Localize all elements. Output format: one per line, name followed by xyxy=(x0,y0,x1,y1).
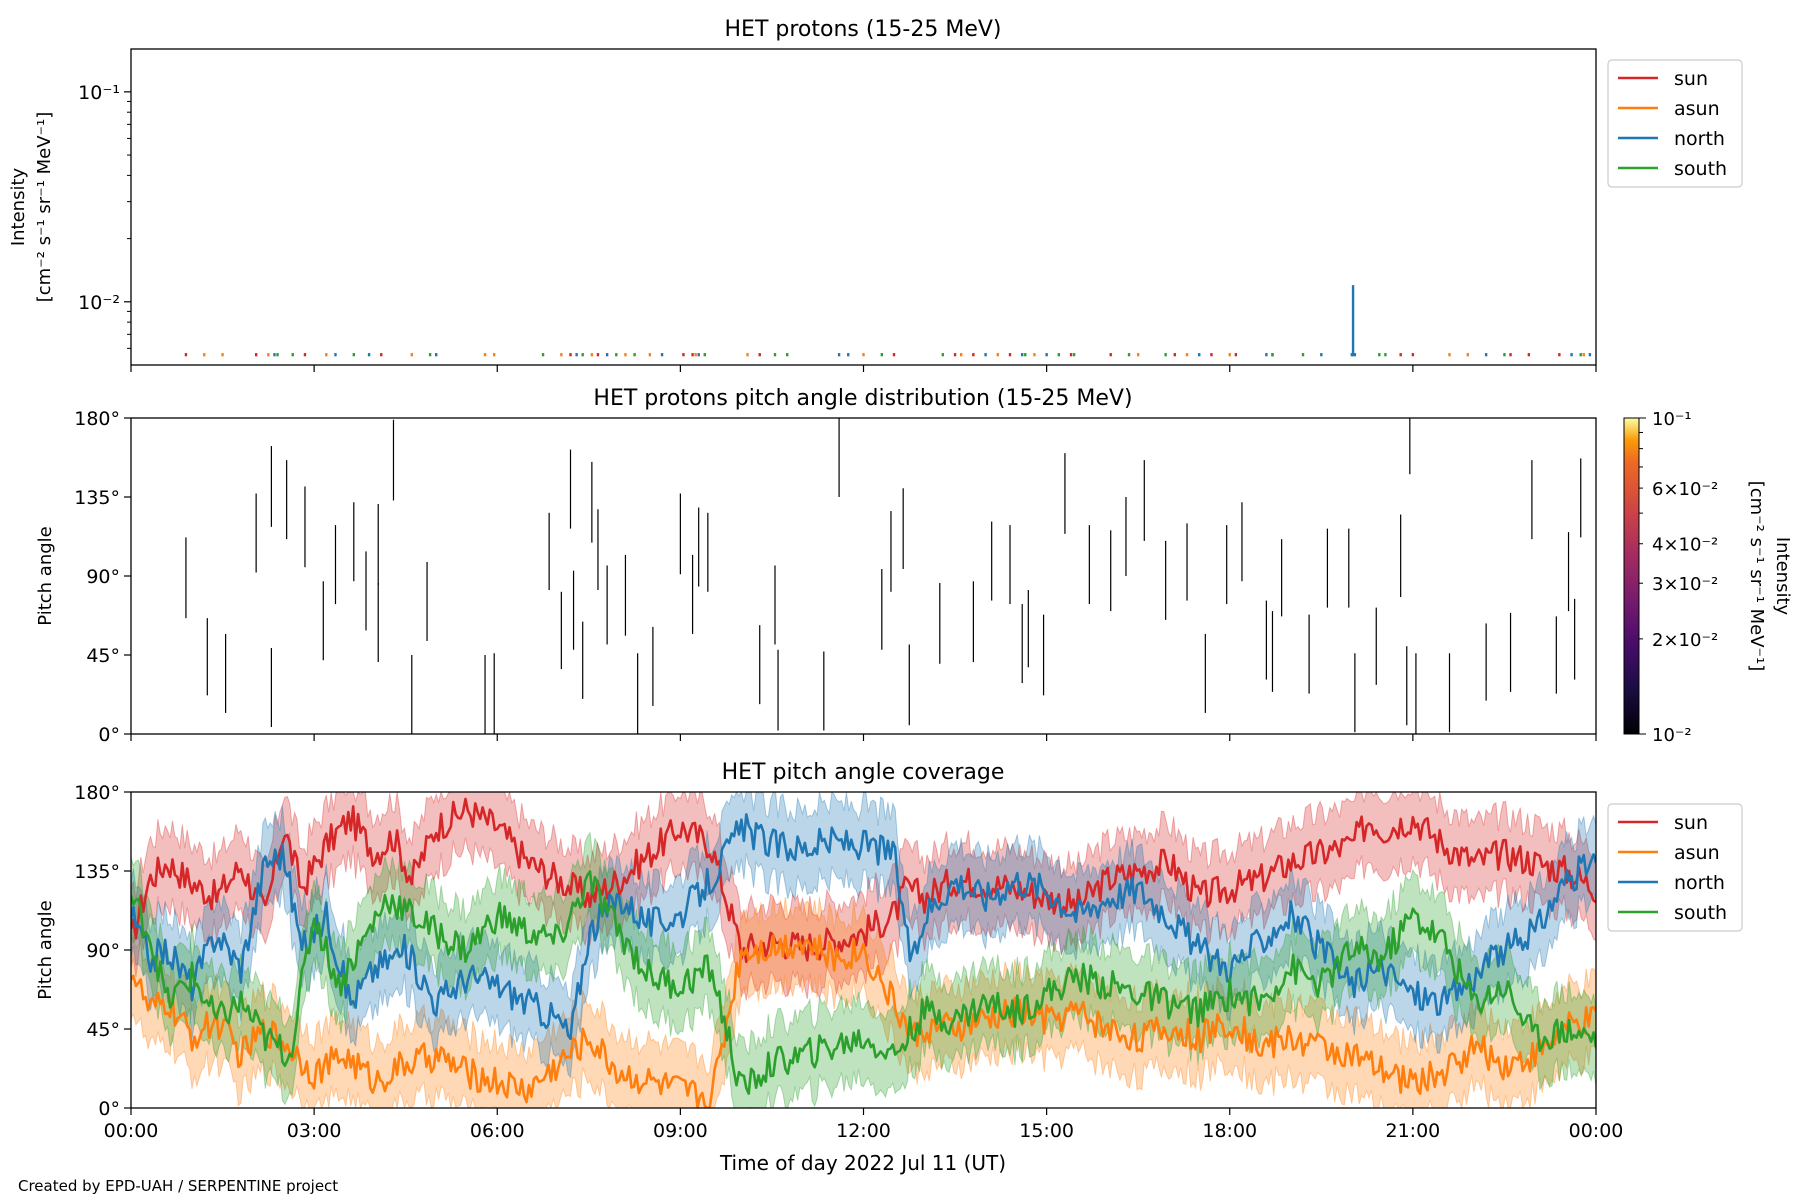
pad-heatmap xyxy=(185,418,1582,734)
y-tick-label: 45° xyxy=(86,1019,120,1041)
legend-label-sun: sun xyxy=(1674,812,1708,834)
intensity-title: HET protons (15-25 MeV) xyxy=(725,17,1002,42)
coverage-panel: HET pitch angle coverage 0° 45° 90° 135° 180… xyxy=(35,760,1743,1175)
legend-label-south: south xyxy=(1674,902,1727,924)
colorbar-tick-label: 3×10⁻² xyxy=(1652,574,1718,595)
intensity-y-axis: 10⁻² 10⁻¹ xyxy=(78,82,131,349)
coverage-band-sun xyxy=(131,792,1596,1001)
coverage-bands xyxy=(131,792,1596,1108)
y-tick-label: 0° xyxy=(98,724,120,746)
y-tick-label: 10⁻² xyxy=(78,292,120,314)
colorbar-tick-label: 6×10⁻² xyxy=(1652,479,1718,500)
coverage-ylabel: Pitch angle xyxy=(35,900,56,999)
x-tick-label: 15:00 xyxy=(1019,1120,1074,1142)
coverage-line-asun xyxy=(131,934,1596,1108)
coverage-band-asun xyxy=(131,896,1596,1108)
y-tick-label: 10⁻¹ xyxy=(78,82,120,104)
colorbar-unit: [cm⁻² s⁻¹ sr⁻¹ MeV⁻¹] xyxy=(1746,481,1767,672)
coverage-title: HET pitch angle coverage xyxy=(722,760,1005,785)
x-tick-label: 18:00 xyxy=(1202,1120,1257,1142)
y-tick-label: 90° xyxy=(86,940,120,962)
legend-label-north: north xyxy=(1674,872,1725,894)
coverage-lines xyxy=(131,797,1596,1108)
colorbar-tick-label: 10⁻¹ xyxy=(1652,409,1692,430)
pad-ylabel: Pitch angle xyxy=(35,526,56,625)
coverage-xlabel: Time of day 2022 Jul 11 (UT) xyxy=(719,1151,1006,1175)
intensity-frame xyxy=(130,48,1597,366)
x-tick-label: 03:00 xyxy=(287,1120,342,1142)
intensity-legend: sun asun north south xyxy=(1607,59,1743,188)
pad-frame xyxy=(130,417,1597,735)
colorbar-tick-label: 4×10⁻² xyxy=(1652,535,1718,556)
pad-y-axis: 0° 45° 90° 135° 180° xyxy=(74,408,131,746)
coverage-band-south xyxy=(131,831,1596,1108)
colorbar-label: Intensity xyxy=(1772,537,1793,616)
intensity-ylabel-line2: [cm⁻² s⁻¹ sr⁻¹ MeV⁻¹] xyxy=(34,112,55,303)
x-tick-label: 00:00 xyxy=(104,1120,159,1142)
coverage-x-axis: 00:00 03:00 06:00 09:00 12:00 15:00 18:00 21:00… xyxy=(104,1108,1624,1142)
y-tick-label: 180° xyxy=(74,408,120,430)
y-tick-label: 90° xyxy=(86,566,120,588)
y-tick-label: 135° xyxy=(74,861,120,883)
y-tick-label: 0° xyxy=(98,1098,120,1120)
coverage-line-south xyxy=(131,870,1596,1095)
x-tick-label: 21:00 xyxy=(1385,1120,1440,1142)
intensity-x-ticks xyxy=(130,365,1597,372)
y-tick-label: 135° xyxy=(74,487,120,509)
colorbar-ticks: 10⁻² 2×10⁻² 3×10⁻² 4×10⁻² 6×10⁻² 10⁻¹ xyxy=(1639,409,1718,746)
colorbar-tick-label: 2×10⁻² xyxy=(1652,630,1718,651)
legend-box xyxy=(1607,59,1743,188)
colorbar-tick-label: 10⁻² xyxy=(1652,725,1692,746)
pad-panel: HET protons pitch angle distribution (15… xyxy=(35,386,1793,746)
x-tick-label: 12:00 xyxy=(836,1120,891,1142)
coverage-line-sun xyxy=(131,797,1596,964)
x-tick-label: 06:00 xyxy=(470,1120,525,1142)
coverage-legend: sun asun north south xyxy=(1607,803,1743,932)
pad-x-ticks xyxy=(130,734,1597,741)
legend-label-south: south xyxy=(1674,158,1727,180)
x-tick-label: 09:00 xyxy=(653,1120,708,1142)
pad-colorbar: 10⁻² 2×10⁻² 3×10⁻² 4×10⁻² 6×10⁻² 10⁻¹ Intensi… xyxy=(1623,409,1793,746)
legend-box xyxy=(1607,803,1743,932)
intensity-series xyxy=(184,285,1592,357)
legend-label-asun: asun xyxy=(1674,842,1720,864)
intensity-panel: HET protons (15-25 MeV) 10⁻² 10⁻¹ Intensi… xyxy=(8,17,1743,372)
pad-title: HET protons pitch angle distribution (15… xyxy=(593,386,1132,411)
y-tick-label: 45° xyxy=(86,645,120,667)
legend-label-north: north xyxy=(1674,128,1725,150)
colorbar-gradient xyxy=(1623,417,1640,735)
intensity-ylabel-line1: Intensity xyxy=(8,167,29,246)
y-tick-label: 180° xyxy=(74,782,120,804)
legend-label-asun: asun xyxy=(1674,98,1720,120)
legend-label-sun: sun xyxy=(1674,68,1708,90)
coverage-line-north xyxy=(131,813,1596,1040)
x-tick-label: 00:00 xyxy=(1569,1120,1624,1142)
footer-credit: Created by EPD-UAH / SERPENTINE project xyxy=(18,1177,338,1195)
coverage-y-axis: 0° 45° 90° 135° 180° xyxy=(74,782,131,1120)
